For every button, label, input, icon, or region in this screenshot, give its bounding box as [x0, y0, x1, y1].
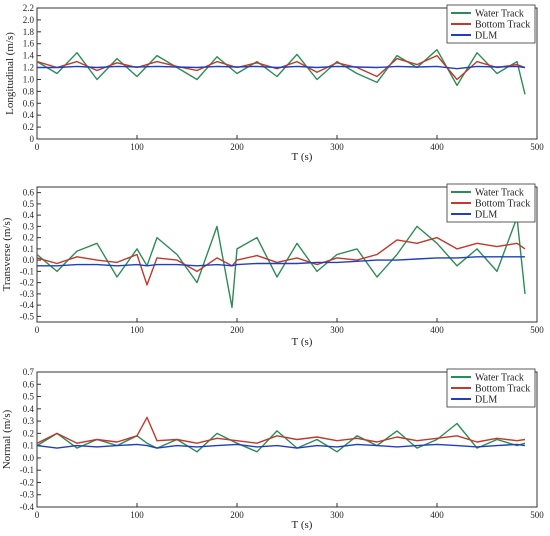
y-tick-label: -0.5 [20, 311, 35, 321]
y-tick-label: -0.1 [20, 266, 34, 276]
y-tick-label: -0.4 [20, 300, 35, 310]
x-axis-label: T (s) [292, 519, 313, 531]
x-tick-label: 500 [530, 142, 544, 152]
series-line-water [36, 422, 526, 453]
y-tick-label: -0.3 [20, 490, 35, 500]
legend-label: Water Track [475, 373, 524, 384]
y-tick-label: -0.2 [20, 278, 34, 288]
series-line-water [36, 216, 526, 309]
y-axis-label: Longitudinal (m/s) [4, 32, 16, 115]
y-tick-label: 0.4 [23, 210, 35, 220]
y-tick-label: 1.6 [23, 39, 35, 49]
legend-label: DLM [475, 395, 497, 406]
legend-label: DLM [475, 31, 497, 42]
y-tick-label: 0 [30, 134, 35, 144]
y-tick-label: 1.8 [23, 27, 35, 37]
legend-label: Bottom Track [475, 20, 530, 31]
y-tick-label: 0.5 [23, 392, 35, 402]
y-axis-label: Transverse (m/s) [1, 217, 13, 291]
y-tick-label: 0.2 [23, 233, 34, 243]
series-line-dlm [37, 65, 526, 70]
x-tick-label: 200 [230, 325, 244, 335]
y-tick-label: 0.4 [23, 404, 35, 414]
legend-label: Bottom Track [475, 384, 530, 395]
x-tick-label: 200 [230, 510, 244, 520]
x-tick-label: 400 [430, 142, 444, 152]
y-tick-label: 1.2 [23, 63, 34, 73]
legend-label: Water Track [475, 9, 524, 20]
legend-label: Water Track [475, 188, 524, 199]
y-tick-label: 0.3 [23, 416, 35, 426]
x-tick-label: 100 [130, 142, 144, 152]
y-tick-label: 1.4 [23, 51, 35, 61]
y-tick-label: -0.4 [20, 502, 35, 512]
x-tick-label: 500 [530, 510, 544, 520]
y-tick-label: 0.1 [23, 244, 34, 254]
legend-label: Bottom Track [475, 199, 530, 210]
x-axis-label: T (s) [292, 151, 313, 163]
x-tick-label: 300 [330, 142, 344, 152]
y-tick-label: 0.2 [23, 122, 34, 132]
y-tick-label: 0.1 [23, 441, 34, 451]
y-tick-label: 0.2 [23, 428, 34, 438]
chart-panel-1: 0 100 200 300 400 50000.20.40.60.81.01.21.41.… [4, 3, 544, 163]
y-tick-label: 2.2 [23, 3, 34, 13]
plot-frame [36, 7, 538, 140]
series-line-dlm [37, 256, 525, 267]
x-tick-label: 300 [330, 510, 344, 520]
y-tick-label: 0.8 [23, 86, 35, 96]
x-tick-label: 100 [130, 325, 144, 335]
y-tick-label: 0.0 [23, 255, 35, 265]
x-tick-label: 400 [430, 325, 444, 335]
y-tick-label: 0.6 [23, 98, 35, 108]
y-tick-label: 0.5 [23, 199, 35, 209]
x-tick-label: 300 [330, 325, 344, 335]
x-axis-label: T (s) [292, 336, 313, 348]
x-tick-label: 0 [35, 325, 40, 335]
x-tick-label: 0 [35, 510, 40, 520]
y-axis-label: Normal (m/s) [1, 409, 13, 469]
series-line-bottom [36, 236, 526, 286]
series-line-bottom [36, 54, 526, 81]
y-tick-label: 0.4 [23, 110, 35, 120]
x-tick-label: 500 [530, 325, 544, 335]
x-tick-label: 0 [35, 142, 40, 152]
series-line-dlm [36, 443, 526, 449]
y-tick-label: 0.6 [23, 188, 35, 198]
y-tick-label: -0.2 [20, 477, 34, 487]
y-tick-label: 2.0 [23, 15, 35, 25]
y-tick-label: -0.3 [20, 289, 35, 299]
chart-panel-3: 0 100 200 300 400 500 -0.4 -0.3 -0.2 -0.1 0.0 0.1 0.… [1, 367, 544, 531]
x-tick-label: 100 [130, 510, 144, 520]
x-tick-label: 400 [430, 510, 444, 520]
y-tick-label: 0.7 [23, 367, 35, 377]
series-line-bottom [36, 416, 526, 444]
y-tick-label: 0.6 [23, 379, 35, 389]
y-tick-label: 1.0 [23, 74, 35, 84]
y-tick-label: 0.3 [23, 221, 35, 231]
legend-label: DLM [475, 210, 497, 221]
series-line-water [36, 49, 526, 95]
y-tick-label: -0.1 [20, 465, 34, 475]
y-tick-label: 0.0 [23, 453, 35, 463]
plot-frame [36, 371, 538, 508]
x-tick-label: 200 [230, 142, 244, 152]
chart-panel-2: 0 100 200 300 400 500-0.5-0.4-0.3-0.2-0.10.00… [1, 183, 544, 348]
